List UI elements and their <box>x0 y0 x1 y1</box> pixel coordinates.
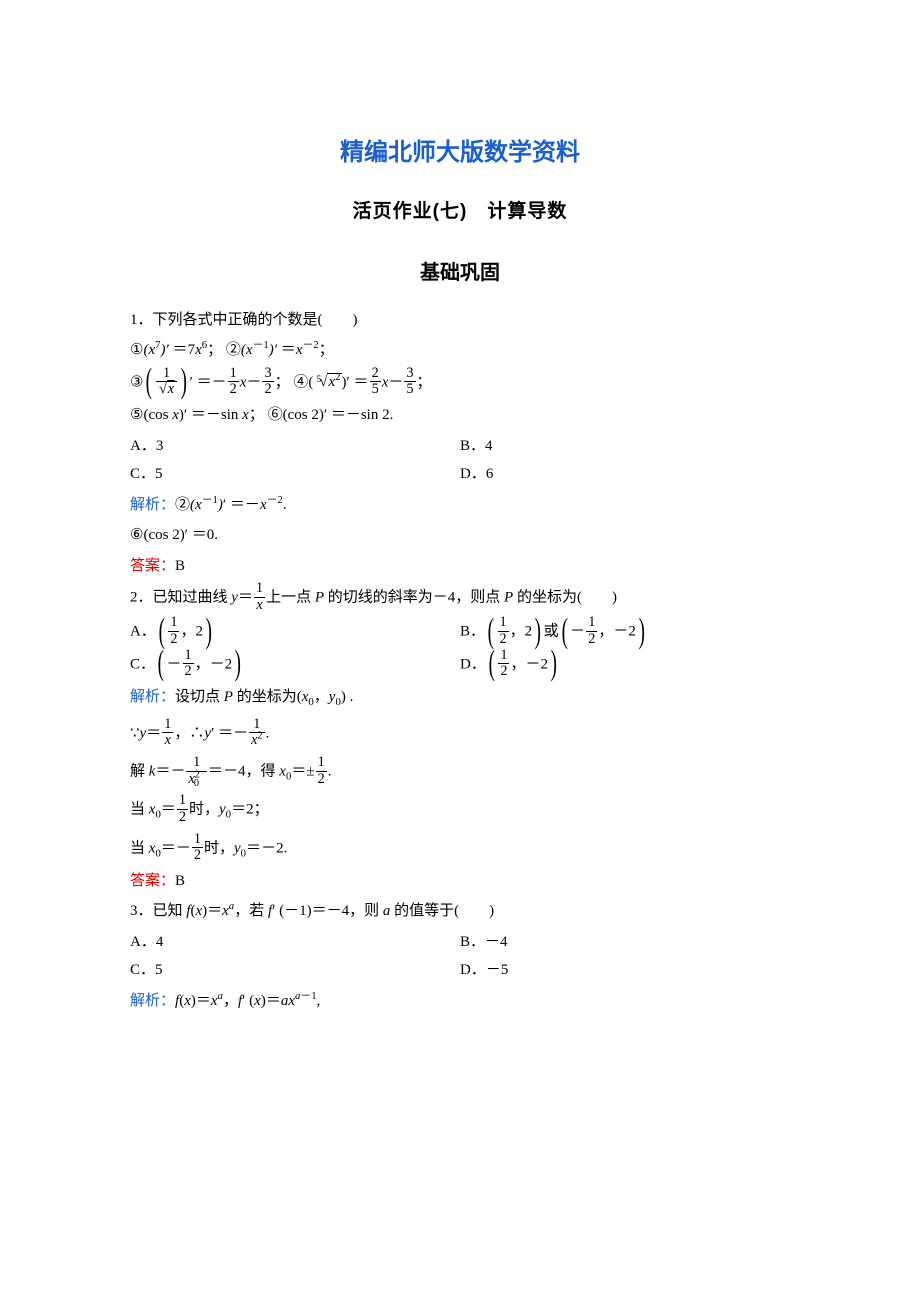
q2-opt-c: C．(－12，－2) <box>130 649 460 681</box>
q2-answer-value: B <box>175 873 185 889</box>
q1-answer-value: B <box>175 558 185 574</box>
q2-options-row2: C．(－12，－2) D．(12，－2) <box>130 649 790 681</box>
q2-analysis-5: 当 x0＝－12时，y0＝－2. <box>130 833 790 865</box>
q2-analysis-3: 解 k＝－1x20＝－4，得 x0＝±12. <box>130 756 790 788</box>
q1-analysis-1: 解析：②(x－1)′ ＝－x－2. <box>130 491 790 520</box>
analysis-label: 解析： <box>130 497 175 513</box>
main-title: 精编北师大版数学资料 <box>130 130 790 176</box>
q2-options-row1: A．(12，2) B．(12，2)或(－12，－2) <box>130 616 790 648</box>
q1-expr-3-4: ③(1x)′ ＝－12x－32； ④(5x2)′ ＝25x－35； <box>130 367 790 399</box>
q2-opt-d: D．(12，－2) <box>460 649 559 681</box>
q1-options-row1: A．3 B．4 <box>130 432 790 461</box>
q3-analysis: 解析：f(x)＝xa，f′ (x)＝axa－1, <box>130 987 790 1016</box>
q1-answer: 答案：B <box>130 552 790 581</box>
q3-stem: 3．已知 f(x)＝xa，若 f′ (－1)＝－4，则 a 的值等于( ) <box>130 897 790 926</box>
q1-opt-a: A．3 <box>130 432 460 461</box>
q3-opt-b: B．－4 <box>460 928 508 957</box>
q2-answer: 答案：B <box>130 867 790 896</box>
q2-analysis-4: 当 x0＝12时，y0＝2； <box>130 794 790 826</box>
q1-analysis-2: ⑥(cos 2)′ ＝0. <box>130 521 790 550</box>
q1-options-row2: C．5 D．6 <box>130 460 790 489</box>
worksheet-title: 活页作业(七) 计算导数 <box>130 194 790 230</box>
q1-expr-1-2: ①(x7)′ ＝7x6； ②(x－1)′ ＝x－2； <box>130 336 790 365</box>
q2-analysis-1: 解析：设切点 P 的坐标为(x0，y0) . <box>130 683 790 712</box>
q1-opt-b: B．4 <box>460 432 493 461</box>
q1-opt-c: C．5 <box>130 460 460 489</box>
section-header: 基础巩固 <box>130 254 790 292</box>
q2-analysis-2: ∵y＝1x，∴y′ ＝－1x2. <box>130 718 790 750</box>
q2-opt-a: A．(12，2) <box>130 616 460 648</box>
analysis-label: 解析： <box>130 993 175 1009</box>
q3-options-row1: A．4 B．－4 <box>130 928 790 957</box>
q3-opt-a: A．4 <box>130 928 460 957</box>
q1-stem: 1．下列各式中正确的个数是( ) <box>130 306 790 335</box>
analysis-label: 解析： <box>130 689 175 705</box>
q2-stem: 2．已知过曲线 y＝1x上一点 P 的切线的斜率为－4，则点 P 的坐标为( ) <box>130 582 790 614</box>
answer-label: 答案： <box>130 558 175 574</box>
q1-expr-5-6: ⑤(cos x)′ ＝－sin x； ⑥(cos 2)′ ＝－sin 2. <box>130 401 790 430</box>
q3-options-row2: C．5 D．－5 <box>130 956 790 985</box>
q3-opt-d: D．－5 <box>460 956 508 985</box>
q3-opt-c: C．5 <box>130 956 460 985</box>
q1-opt-d: D．6 <box>460 460 493 489</box>
answer-label: 答案： <box>130 873 175 889</box>
